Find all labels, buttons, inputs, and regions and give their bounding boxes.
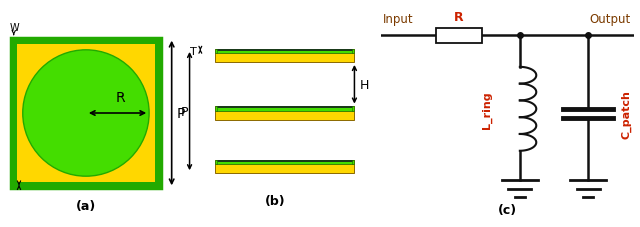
Bar bbox=[214, 107, 355, 120]
Text: (c): (c) bbox=[498, 203, 516, 216]
Bar bbox=[216, 107, 353, 111]
Bar bbox=[216, 160, 353, 165]
Text: C_patch: C_patch bbox=[621, 90, 631, 138]
Text: T: T bbox=[190, 47, 196, 57]
Bar bbox=[214, 50, 218, 54]
Bar bbox=[216, 107, 353, 109]
Text: (a): (a) bbox=[76, 199, 96, 212]
Bar bbox=[214, 50, 355, 63]
Text: P: P bbox=[180, 105, 188, 118]
Bar bbox=[216, 50, 353, 54]
Text: R: R bbox=[116, 91, 125, 104]
Text: R: R bbox=[454, 11, 464, 24]
Text: P: P bbox=[176, 106, 184, 121]
Bar bbox=[11, 39, 161, 188]
Bar bbox=[352, 107, 355, 111]
Bar bbox=[216, 160, 353, 162]
Bar bbox=[214, 107, 218, 111]
Text: Input: Input bbox=[383, 13, 414, 26]
Bar bbox=[352, 160, 355, 165]
Bar bbox=[17, 45, 155, 182]
Bar bbox=[352, 50, 355, 54]
Text: L_ring: L_ring bbox=[482, 91, 492, 128]
Text: Output: Output bbox=[590, 13, 631, 26]
Text: H: H bbox=[360, 78, 369, 91]
Bar bbox=[214, 160, 218, 165]
Text: W: W bbox=[9, 23, 19, 33]
Bar bbox=[214, 160, 355, 173]
Bar bbox=[216, 50, 353, 51]
Bar bbox=[436, 28, 482, 44]
Text: (b): (b) bbox=[265, 194, 286, 207]
Circle shape bbox=[23, 51, 149, 176]
